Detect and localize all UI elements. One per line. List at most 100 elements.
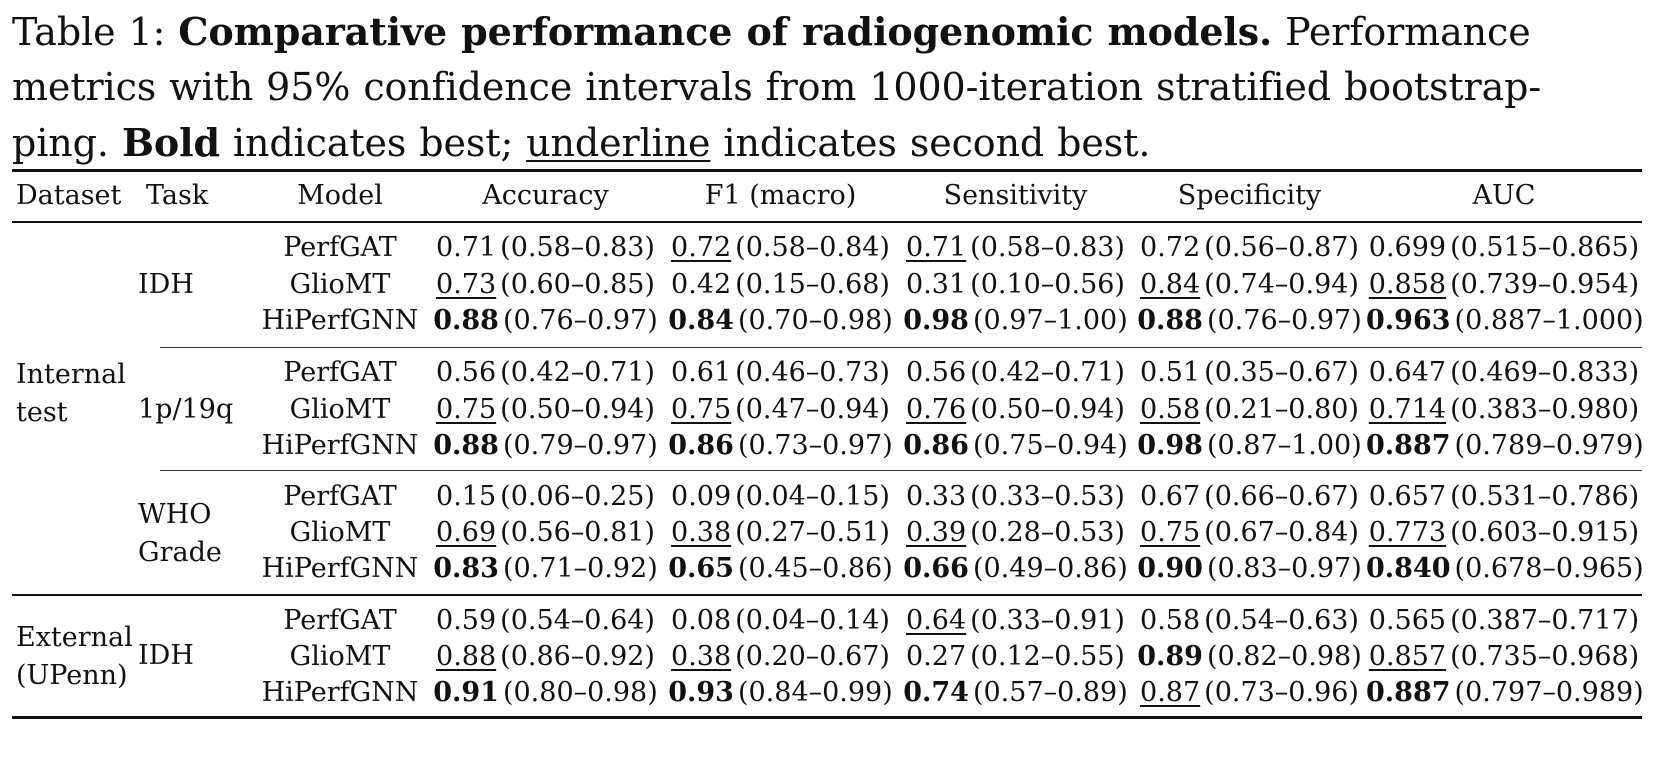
f1-confidence-interval: (0.45–0.86) [737,553,893,584]
accuracy-cell: 0.73 (0.60–0.85) [428,266,663,304]
f1-cell: 0.42 (0.15–0.68) [663,266,898,304]
sensitivity-cell: 0.27 (0.12–0.55) [898,638,1133,676]
sensitivity-value: 0.74 [903,677,969,708]
sensitivity-cell: 0.71 (0.58–0.83) [898,229,1133,267]
auc-confidence-interval: (0.797–0.989) [1454,677,1644,708]
caption-line-3: ping. Bold indicates best; underline ind… [12,115,1642,171]
specificity-cell: 0.75 (0.67–0.84) [1133,514,1366,552]
f1-confidence-interval: (0.04–0.14) [735,605,890,636]
accuracy-value: 0.91 [433,677,499,708]
sensitivity-cell: 0.56 (0.42–0.71) [898,354,1133,392]
f1-cell: 0.93 (0.84–0.99) [663,674,898,712]
auc-value: 0.565 [1368,605,1447,636]
specificity-cell: 0.87 (0.73–0.96) [1133,674,1366,712]
task-label-who-grade: WHO Grade [138,496,222,572]
sensitivity-value: 0.39 [906,517,967,548]
auc-value: 0.840 [1366,553,1451,584]
f1-value: 0.65 [668,553,734,584]
f1-value: 0.38 [671,641,732,672]
accuracy-confidence-interval: (0.86–0.92) [500,641,655,672]
f1-confidence-interval: (0.20–0.67) [735,641,890,672]
accuracy-value: 0.75 [436,394,497,425]
auc-cell: 0.858 (0.739–0.954) [1366,266,1642,304]
sensitivity-value: 0.33 [906,481,967,512]
auc-value: 0.857 [1368,641,1447,672]
task-label-idh-internal: IDH [138,266,194,304]
auc-value: 0.887 [1366,430,1451,461]
sensitivity-confidence-interval: (0.33–0.53) [970,481,1125,512]
table-row: PerfGAT 0.15 (0.06–0.25) 0.09 (0.04–0.15) 0.3… [12,478,1642,516]
auc-cell: 0.699 (0.515–0.865) [1366,229,1642,267]
sensitivity-value: 0.31 [906,269,967,300]
f1-confidence-interval: (0.27–0.51) [735,517,890,548]
table-row: HiPerfGNN 0.88 (0.79–0.97) 0.86 (0.73–0.97) 0… [12,427,1644,465]
f1-value: 0.93 [668,677,734,708]
sensitivity-confidence-interval: (0.97–1.00) [972,305,1128,336]
caption-underline-word: underline [526,121,711,165]
accuracy-value: 0.88 [433,305,499,336]
header-dataset: Dataset [16,180,122,211]
auc-cell: 0.857 (0.735–0.968) [1366,638,1642,676]
bottom-rule [12,716,1642,719]
dataset-label-external: External (UPenn) [16,619,133,695]
caption-line-2: metrics with 95% confidence intervals fr… [12,65,1542,109]
specificity-confidence-interval: (0.74–0.94) [1204,269,1359,300]
specificity-confidence-interval: (0.56–0.87) [1204,232,1359,263]
model-name-cell: HiPerfGNN [261,305,419,336]
f1-cell: 0.61 (0.46–0.73) [663,354,898,392]
dataset-line: External [16,622,133,653]
sensitivity-cell: 0.33 (0.33–0.53) [898,478,1133,516]
f1-cell: 0.86 (0.73–0.97) [663,427,898,465]
table-row: GlioMT 0.69 (0.56–0.81) 0.38 (0.27–0.51) 0.39… [12,514,1642,552]
auc-value: 0.963 [1366,305,1451,336]
sensitivity-value: 0.66 [903,553,969,584]
model-name-cell: GlioMT [289,517,391,548]
specificity-cell: 0.72 (0.56–0.87) [1133,229,1366,267]
sensitivity-cell: 0.76 (0.50–0.94) [898,391,1133,429]
sensitivity-cell: 0.86 (0.75–0.94) [898,427,1133,465]
f1-cell: 0.38 (0.27–0.51) [663,514,898,552]
caption-text: indicates best; [219,121,527,165]
accuracy-value: 0.56 [436,357,497,388]
auc-confidence-interval: (0.531–0.786) [1450,481,1640,512]
f1-cell: 0.38 (0.20–0.67) [663,638,898,676]
header-sensitivity: Sensitivity [943,180,1088,211]
sensitivity-confidence-interval: (0.10–0.56) [970,269,1125,300]
caption-line1-rest: Performance [1272,10,1531,54]
top-rule [12,169,1642,172]
auc-confidence-interval: (0.735–0.968) [1450,641,1640,672]
auc-cell: 0.963 (0.887–1.000) [1366,302,1644,340]
f1-value: 0.75 [671,394,732,425]
sensitivity-confidence-interval: (0.33–0.91) [970,605,1125,636]
auc-confidence-interval: (0.469–0.833) [1450,357,1640,388]
model-name-cell: HiPerfGNN [261,553,419,584]
auc-confidence-interval: (0.383–0.980) [1450,394,1640,425]
sensitivity-value: 0.56 [906,357,967,388]
specificity-value: 0.88 [1137,305,1203,336]
sensitivity-confidence-interval: (0.58–0.83) [970,232,1125,263]
accuracy-cell: 0.88 (0.86–0.92) [428,638,663,676]
specificity-cell: 0.58 (0.21–0.80) [1133,391,1366,429]
accuracy-confidence-interval: (0.06–0.25) [500,481,655,512]
dataset-separator-rule [12,594,1642,596]
table-row: PerfGAT 0.59 (0.54–0.64) 0.08 (0.04–0.14) 0.6… [12,602,1642,640]
auc-value: 0.647 [1368,357,1447,388]
auc-value: 0.858 [1368,269,1447,300]
accuracy-confidence-interval: (0.50–0.94) [500,394,655,425]
header-row: Dataset Task Model Accuracy F1 (macro) S… [12,177,1642,215]
f1-confidence-interval: (0.47–0.94) [735,394,890,425]
dataset-label-internal: Internal test [16,356,126,432]
header-task: Task [146,180,209,211]
table-row: HiPerfGNN 0.91 (0.80–0.98) 0.93 (0.84–0.99) 0… [12,674,1644,712]
table-row: PerfGAT 0.56 (0.42–0.71) 0.61 (0.46–0.73) 0.5… [12,354,1642,392]
specificity-value: 0.98 [1137,430,1203,461]
accuracy-value: 0.59 [436,605,497,636]
model-name-cell: GlioMT [289,269,391,300]
f1-confidence-interval: (0.84–0.99) [737,677,893,708]
task-line: Grade [138,537,222,568]
specificity-value: 0.89 [1137,641,1203,672]
f1-cell: 0.08 (0.04–0.14) [663,602,898,640]
specificity-confidence-interval: (0.76–0.97) [1206,305,1362,336]
specificity-confidence-interval: (0.54–0.63) [1204,605,1359,636]
accuracy-confidence-interval: (0.79–0.97) [502,430,658,461]
